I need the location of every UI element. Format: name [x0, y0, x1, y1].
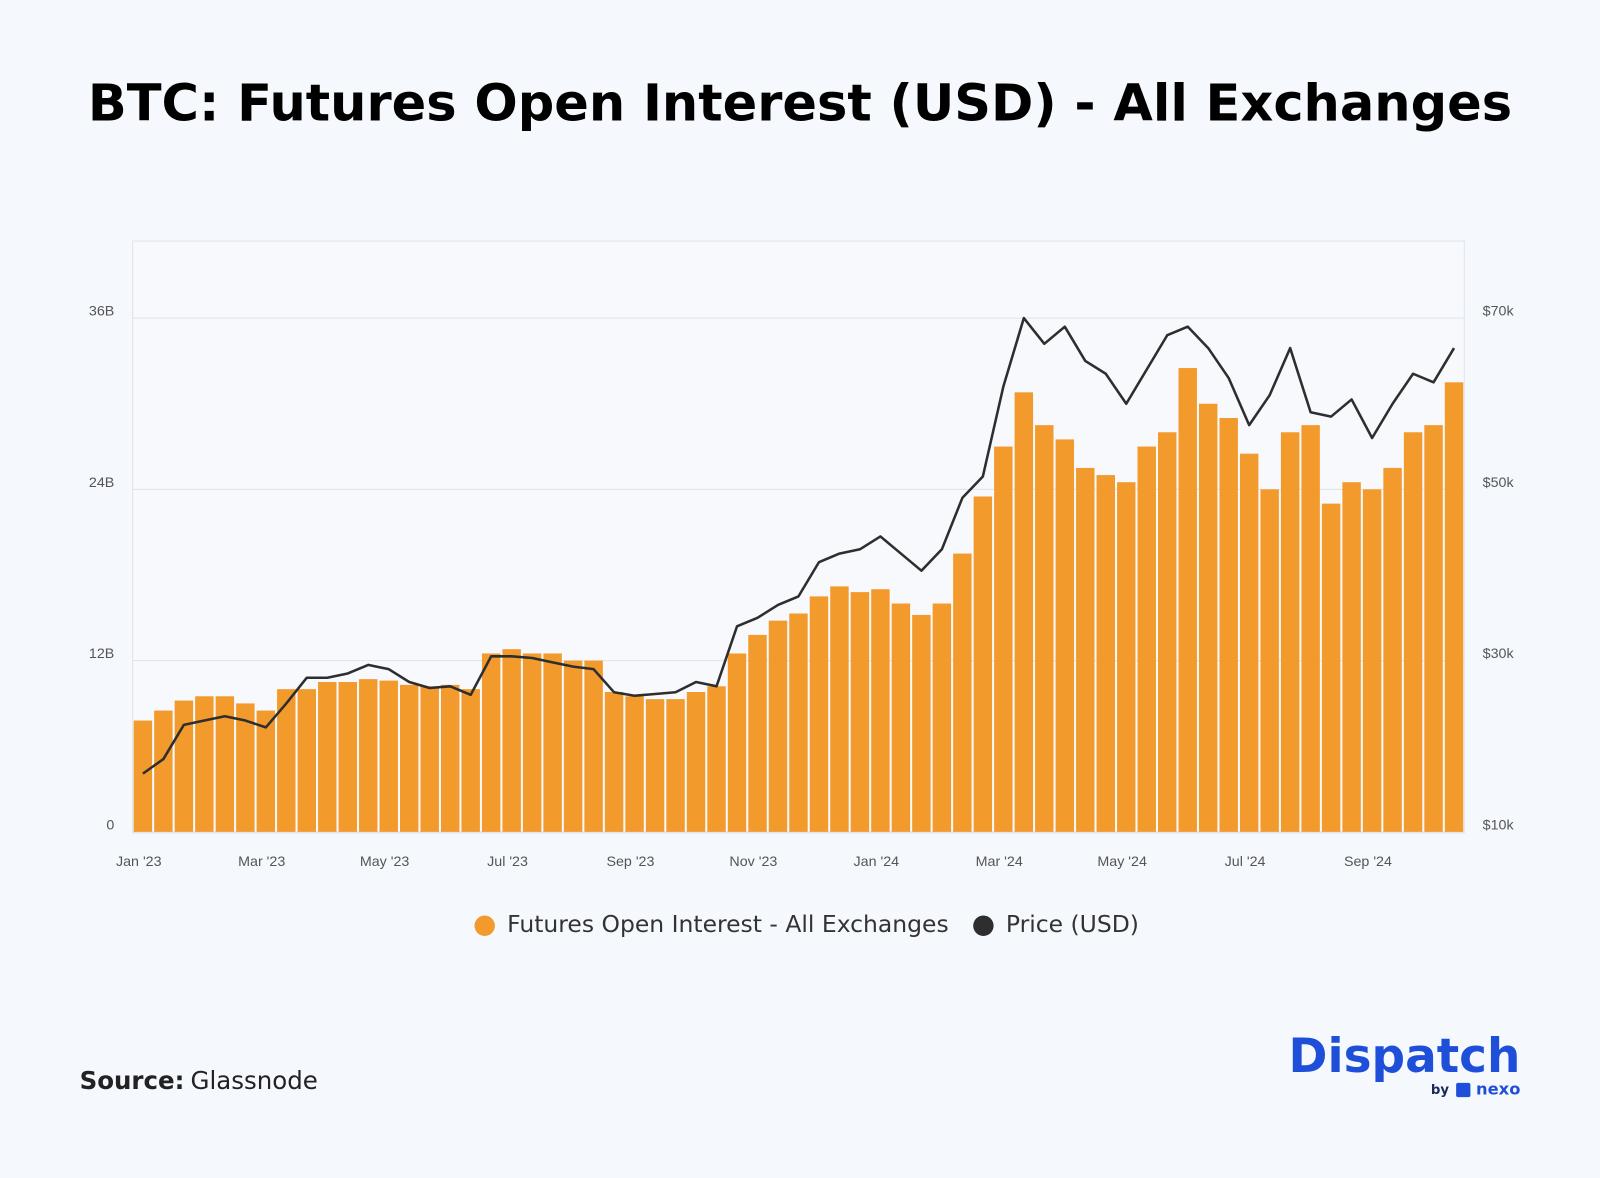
price-line [142, 316, 1456, 775]
bar [912, 614, 931, 832]
brand-logo: Dispatch [1289, 1029, 1521, 1084]
legend-marker [474, 915, 495, 936]
x-tick-label: Nov '23 [729, 854, 777, 870]
bar [809, 596, 829, 832]
bar [645, 699, 665, 832]
bar [133, 720, 153, 832]
y-tick-label: 36B [89, 304, 114, 320]
bar [1117, 482, 1136, 832]
partner-name: nexo [1476, 1080, 1520, 1099]
legend-label: Futures Open Interest - All Exchanges [507, 910, 949, 938]
y-tick-label: 24B [89, 475, 114, 491]
bar [481, 653, 501, 832]
bar [1076, 467, 1095, 832]
bar [563, 660, 583, 832]
bar [1424, 425, 1443, 832]
bar [1403, 432, 1423, 832]
x-tick-label: May '24 [1097, 854, 1147, 870]
brand-by: by [1431, 1083, 1449, 1098]
bar [973, 496, 993, 832]
bar [1383, 467, 1402, 832]
bar [1301, 425, 1320, 832]
bar [1178, 368, 1197, 832]
x-tick-label: Sep '23 [606, 854, 654, 870]
y-tick-label: 12B [89, 646, 114, 662]
bar [522, 653, 542, 832]
bar [1035, 425, 1054, 832]
bar [584, 660, 603, 832]
bar [625, 696, 644, 832]
bar [1321, 503, 1341, 832]
bar [666, 699, 685, 832]
source-name: Glassnode [191, 1066, 318, 1095]
bar [195, 696, 214, 832]
bar [686, 692, 706, 832]
bar [953, 553, 972, 832]
y-tick-label: 0 [106, 818, 114, 834]
bar [850, 592, 870, 832]
bar [768, 620, 788, 832]
bar [502, 649, 521, 832]
legend-marker [973, 915, 994, 936]
bar [1239, 453, 1259, 832]
bar [871, 589, 890, 832]
x-tick-label: Mar '23 [238, 854, 285, 870]
bar [154, 710, 173, 832]
y2-tick-label: $50k [1483, 475, 1515, 491]
bar [359, 679, 378, 832]
x-tick-label: Jan '24 [854, 854, 900, 870]
bar [1055, 439, 1075, 832]
x-tick-label: Jan '23 [116, 854, 162, 870]
bar [1158, 432, 1177, 832]
partner-icon [1456, 1082, 1471, 1098]
bar [215, 696, 235, 832]
bar [707, 686, 726, 832]
bar [1362, 489, 1382, 832]
source-label: Source: [80, 1066, 185, 1095]
y2-tick-label: $10k [1483, 818, 1515, 834]
bar [1342, 482, 1361, 832]
bar [1014, 392, 1034, 832]
bar [932, 603, 952, 832]
x-tick-label: Mar '24 [976, 854, 1023, 870]
x-tick-label: Jul '24 [1225, 854, 1266, 870]
bar [174, 700, 194, 832]
bar [1198, 403, 1218, 832]
bar [830, 586, 849, 832]
x-tick-label: Jul '23 [487, 854, 528, 870]
bar [727, 653, 747, 832]
bar [891, 603, 911, 832]
bar [256, 710, 276, 832]
bar [461, 689, 480, 832]
bar [543, 653, 562, 832]
bar [748, 634, 767, 832]
bar [440, 684, 460, 832]
bar [338, 682, 357, 832]
bar [789, 613, 808, 832]
bar [1137, 446, 1156, 832]
source: Source: Glassnode [80, 1066, 318, 1095]
legend-label: Price (USD) [1006, 910, 1139, 938]
bar [318, 682, 337, 832]
bar [297, 689, 317, 832]
bar [994, 446, 1013, 832]
y2-tick-label: $70k [1483, 304, 1515, 320]
x-tick-label: May '23 [360, 854, 410, 870]
bar [236, 703, 255, 832]
x-tick-label: Sep '24 [1344, 854, 1392, 870]
chart-title: BTC: Futures Open Interest (USD) - All E… [88, 74, 1512, 133]
y2-tick-label: $30k [1483, 646, 1515, 662]
bar [1260, 489, 1279, 832]
bar [1096, 475, 1115, 832]
bar [420, 686, 439, 832]
bar [277, 689, 296, 832]
bar [1280, 432, 1300, 832]
bar [400, 684, 419, 832]
bar [604, 692, 624, 832]
bar [1219, 418, 1238, 832]
bar [1444, 382, 1464, 832]
bar [379, 680, 398, 832]
